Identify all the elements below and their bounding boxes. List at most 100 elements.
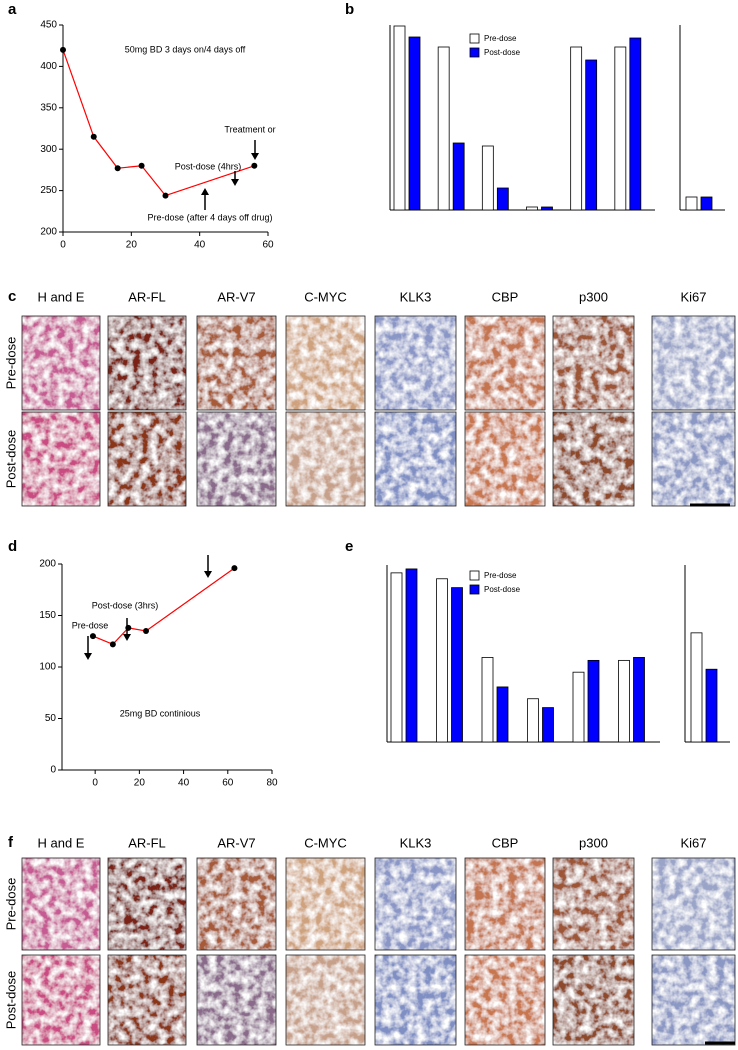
image-frame xyxy=(196,411,277,507)
bar xyxy=(690,632,703,743)
image-frame xyxy=(21,315,101,411)
legend-swatch xyxy=(469,584,480,595)
arrow-head xyxy=(84,653,92,660)
annotation: Post-dose (4hrs) xyxy=(175,161,242,171)
row-label: Pre-dose xyxy=(3,337,18,390)
y-tick-label: 200 xyxy=(40,227,57,238)
tissue-image xyxy=(197,955,276,1045)
image-frame xyxy=(285,954,366,1046)
arrow-head xyxy=(201,188,209,195)
tissue-image xyxy=(286,412,365,506)
bar xyxy=(393,25,406,211)
y-tick-label: 0 xyxy=(50,765,56,776)
tissue-image xyxy=(375,955,456,1045)
bar xyxy=(570,46,583,211)
point xyxy=(109,641,116,648)
legend-swatch xyxy=(469,570,480,581)
tissue-image xyxy=(108,412,186,506)
bar xyxy=(705,668,718,743)
point xyxy=(162,192,169,199)
column-label: Ki67 xyxy=(680,835,706,850)
tissue-image xyxy=(465,316,545,410)
point xyxy=(60,46,66,53)
y-tick-label: 250 xyxy=(40,185,57,196)
tissue-image xyxy=(197,316,276,410)
arrow-head xyxy=(123,634,131,641)
bar xyxy=(542,707,554,743)
line xyxy=(62,49,255,197)
y-tick-label: 400 xyxy=(40,61,57,72)
column-label: AR-FL xyxy=(128,289,166,304)
tissue-image xyxy=(286,955,365,1045)
image-frame xyxy=(196,954,277,1046)
row-label: Post-dose xyxy=(3,430,18,489)
legend-swatch xyxy=(469,33,480,44)
y-tick-label: 200 xyxy=(39,559,56,570)
x-tick-label: 40 xyxy=(194,240,206,251)
y-tick-label: 350 xyxy=(40,102,57,113)
point xyxy=(89,633,96,640)
bar xyxy=(633,657,645,743)
tissue-image xyxy=(553,316,634,410)
legend-label: Pre-dose xyxy=(484,571,517,580)
tissue-image xyxy=(22,955,100,1045)
annotation: Pre-dose xyxy=(72,620,109,630)
x-tick-label: 40 xyxy=(178,778,190,789)
panel-label: c xyxy=(8,288,16,305)
image-frame xyxy=(196,857,277,951)
bar xyxy=(390,572,403,743)
bar xyxy=(685,196,698,211)
column-label: H and E xyxy=(38,289,85,304)
tissue-image xyxy=(652,858,735,950)
column-label: C-MYC xyxy=(304,289,347,304)
panel-label: a xyxy=(8,1,17,18)
legend-swatch xyxy=(469,47,480,58)
image-frame xyxy=(21,857,101,951)
legend-label: Post-dose xyxy=(484,585,521,594)
image-frame xyxy=(196,315,277,411)
bar xyxy=(587,659,600,743)
image-frame xyxy=(21,954,101,1046)
column-label: KLK3 xyxy=(400,835,432,850)
y-tick-label: 50 xyxy=(45,713,57,724)
tissue-image xyxy=(108,858,186,950)
image-frame xyxy=(374,857,457,951)
column-label: CBP xyxy=(492,289,519,304)
panel-label: e xyxy=(345,538,353,555)
tissue-image xyxy=(197,858,276,950)
image-frame xyxy=(107,315,187,411)
annotation: 50mg BD 3 days on/4 days off xyxy=(125,44,246,54)
image-frame xyxy=(21,411,101,507)
image-frame xyxy=(552,315,635,411)
bar xyxy=(481,145,494,211)
tissue-image xyxy=(108,955,186,1045)
bar xyxy=(481,657,494,743)
tissue-image xyxy=(286,316,365,410)
tissue-image xyxy=(22,316,100,410)
image-frame xyxy=(651,857,736,951)
x-tick-label: 80 xyxy=(266,778,278,789)
bar xyxy=(527,698,539,743)
image-frame xyxy=(107,857,187,951)
image-frame xyxy=(464,857,546,951)
image-frame xyxy=(552,411,635,507)
bar xyxy=(496,686,509,743)
bar xyxy=(405,568,418,743)
x-tick-label: 0 xyxy=(92,778,98,789)
legend-label: Post-dose xyxy=(484,48,521,57)
point xyxy=(231,565,238,572)
image-frame xyxy=(651,315,736,411)
bar xyxy=(451,587,463,743)
column-label: p300 xyxy=(579,835,608,850)
bar xyxy=(436,578,448,743)
y-tick-label: 450 xyxy=(40,20,57,31)
panel-label: f xyxy=(8,834,14,851)
image-frame xyxy=(464,315,546,411)
x-tick-label: 60 xyxy=(262,240,274,251)
row-label: Post-dose xyxy=(3,971,18,1030)
point xyxy=(138,162,145,169)
tissue-image xyxy=(465,412,545,506)
image-frame xyxy=(107,411,187,507)
column-label: AR-V7 xyxy=(217,835,255,850)
